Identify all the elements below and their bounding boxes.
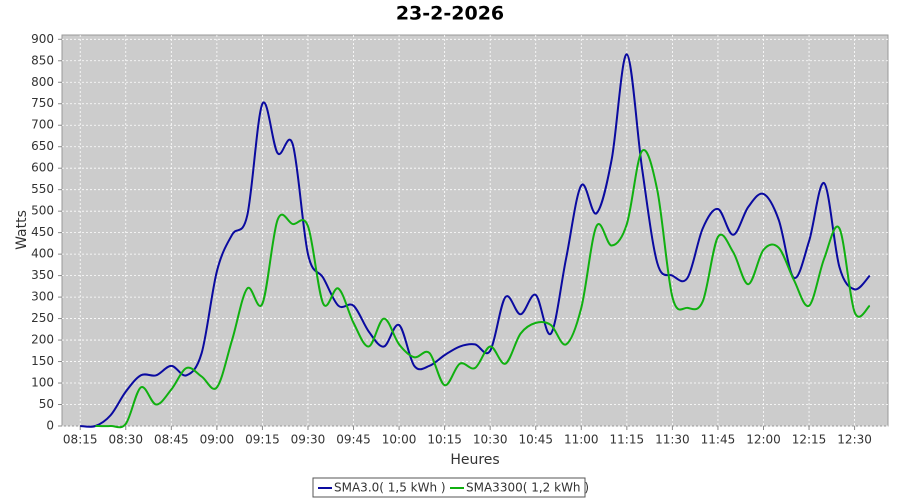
x-tick-label: 10:00 <box>382 433 417 447</box>
x-tick-label: 10:15 <box>427 433 462 447</box>
x-tick-label: 10:30 <box>473 433 508 447</box>
chart-title: 23-2-2026 <box>396 3 504 25</box>
y-tick-label: 750 <box>31 96 54 110</box>
y-tick-label: 300 <box>31 290 54 304</box>
x-tick-label: 11:00 <box>564 433 599 447</box>
x-tick-label: 09:00 <box>200 433 235 447</box>
y-tick-label: 200 <box>31 333 54 347</box>
x-tick-label: 12:15 <box>792 433 827 447</box>
y-tick-label: 400 <box>31 247 54 261</box>
y-tick-label: 650 <box>31 139 54 153</box>
y-tick-label: 350 <box>31 268 54 282</box>
x-tick-label: 11:15 <box>610 433 645 447</box>
y-tick-label: 50 <box>39 397 54 411</box>
y-tick-label: 500 <box>31 204 54 218</box>
x-tick-label: 12:00 <box>746 433 781 447</box>
y-tick-label: 550 <box>31 182 54 196</box>
series-line <box>95 149 871 429</box>
x-tick-label: 10:45 <box>518 433 553 447</box>
y-tick-label: 850 <box>31 53 54 67</box>
x-tick-label: 11:30 <box>655 433 690 447</box>
y-tick-label: 0 <box>46 419 54 433</box>
y-tick-label: 250 <box>31 311 54 325</box>
y-tick-label: 100 <box>31 376 54 390</box>
y-tick-label: 900 <box>31 32 54 46</box>
legend-label: SMA3.0( 1,5 kWh ) <box>334 481 446 495</box>
x-tick-label: 11:45 <box>701 433 736 447</box>
x-tick-label: 09:45 <box>336 433 371 447</box>
x-tick-label: 09:30 <box>291 433 326 447</box>
x-tick-label: 08:45 <box>154 433 189 447</box>
series-line <box>80 53 871 428</box>
y-tick-label: 800 <box>31 75 54 89</box>
y-tick-label: 700 <box>31 118 54 132</box>
y-tick-label: 150 <box>31 354 54 368</box>
x-tick-label: 08:15 <box>63 433 98 447</box>
y-tick-label: 450 <box>31 225 54 239</box>
x-tick-label: 08:30 <box>108 433 143 447</box>
x-axis-label: Heures <box>450 452 499 468</box>
x-tick-label: 12:30 <box>837 433 872 447</box>
y-axis-label: Watts <box>14 210 30 250</box>
legend-label: SMA3300( 1,2 kWh ) <box>466 481 589 495</box>
x-tick-label: 09:15 <box>245 433 280 447</box>
y-tick-label: 600 <box>31 161 54 175</box>
legend <box>312 477 586 498</box>
